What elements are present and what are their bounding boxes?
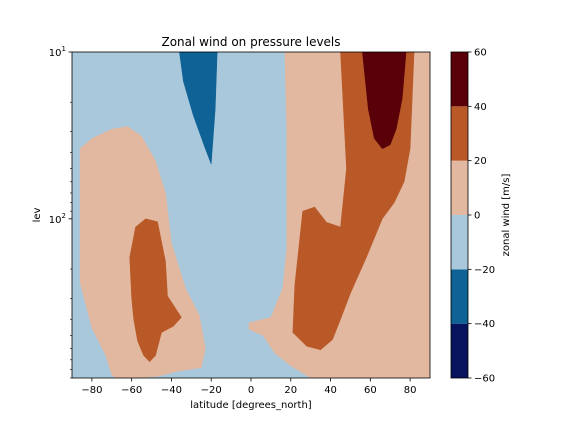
x-tick-label: 60 xyxy=(364,385,377,396)
y-tick-label: 102 xyxy=(49,212,66,226)
colorbar-tick-label: −40 xyxy=(474,319,495,330)
x-tick-label: −20 xyxy=(201,385,222,396)
colorbar-segment xyxy=(451,52,468,106)
colorbar-tick-label: 20 xyxy=(474,156,487,167)
x-tick-label: −80 xyxy=(81,385,102,396)
colorbar-segment xyxy=(451,161,468,215)
colorbar-tick-label: 40 xyxy=(474,102,487,113)
colorbar-label: zonal wind [m/s] xyxy=(501,174,512,257)
colorbar-segment xyxy=(451,324,468,378)
x-tick-label: 80 xyxy=(404,385,417,396)
contour-plot-area xyxy=(72,52,430,378)
x-tick-label: −60 xyxy=(121,385,142,396)
colorbar: −60 −40 −20 0 20 40 60 xyxy=(451,48,495,385)
y-axis-label: lev xyxy=(32,207,43,222)
colorbar-segment xyxy=(451,215,468,269)
x-tick-label: 40 xyxy=(324,385,337,396)
x-tick-label: 0 xyxy=(248,385,254,396)
y-axis: 101 102 xyxy=(49,45,72,378)
x-tick-label: 20 xyxy=(284,385,297,396)
x-axis: −80 −60 −40 −20 0 20 40 60 80 xyxy=(81,378,416,396)
colorbar-tick-label: −20 xyxy=(474,265,495,276)
x-tick-label: −40 xyxy=(161,385,182,396)
chart-title: Zonal wind on pressure levels xyxy=(161,35,340,49)
colorbar-segment xyxy=(451,106,468,160)
colorbar-tick-label: 0 xyxy=(474,211,480,222)
colorbar-tick-label: 60 xyxy=(474,48,487,59)
y-tick-label: 101 xyxy=(49,45,66,59)
colorbar-segment xyxy=(451,269,468,323)
colorbar-tick-label: −60 xyxy=(474,374,495,385)
x-axis-label: latitude [degrees_north] xyxy=(190,400,312,411)
